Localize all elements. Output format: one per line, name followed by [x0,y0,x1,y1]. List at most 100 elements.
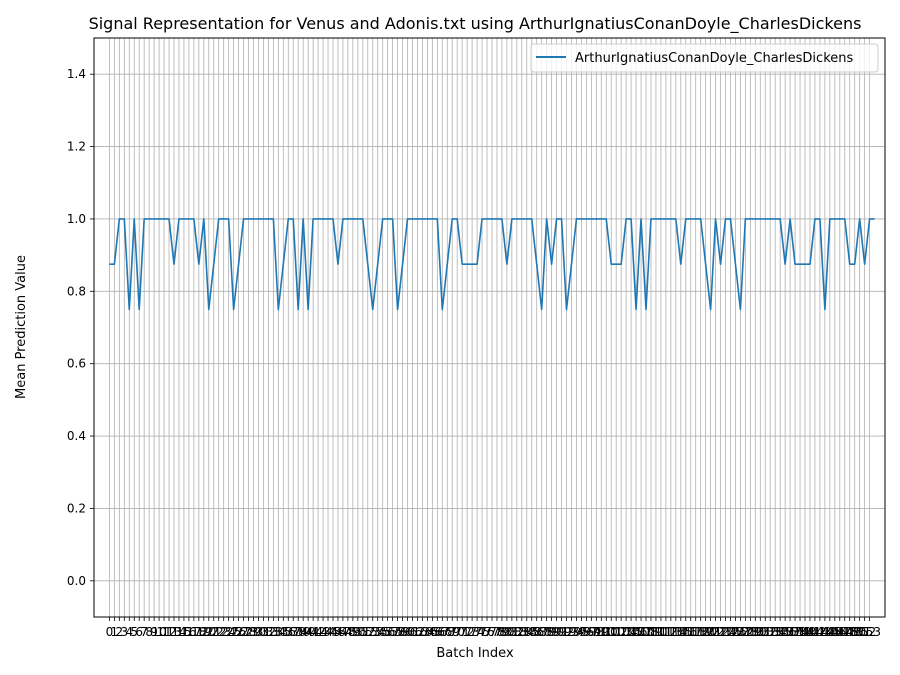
x-tick-label: 90 [549,625,564,639]
x-tick-label: 25 [226,625,241,639]
x-tick-label: 135 [769,625,792,639]
x-tick-label: 130 [744,625,767,639]
x-tick-label: 36 [281,625,296,639]
axes-frame [93,37,886,618]
x-tick-label: 31 [256,625,271,639]
x-tick-label: 70 [450,625,465,639]
x-tick-label: 85 [524,625,539,639]
x-tick-label: 12 [161,625,176,639]
x-tick-label: 116 [674,625,697,639]
x-tick-label: 0 [106,625,114,639]
x-tick-label: 61 [405,625,420,639]
x-tick-label: 124 [714,625,737,639]
x-tick-label: 121 [699,625,722,639]
x-tick-label: 89 [544,625,559,639]
x-tick-label: 17 [186,625,201,639]
x-tick-label: 6 [135,625,143,639]
y-tick-label: 0.2 [67,501,86,515]
x-tick-label: 98 [589,625,604,639]
x-tick-label: 147 [828,625,851,639]
legend-label: ArthurIgnatiusConanDoyle_CharlesDickens [575,51,853,66]
y-tick-label: 1.4 [67,67,86,81]
x-tick-label: 103 [610,625,633,639]
x-tick-label: 151 [848,625,871,639]
x-tick-label: 38 [291,625,306,639]
x-tick-label: 52 [360,625,375,639]
x-tick-label: 80 [499,625,514,639]
chart-title: Signal Representation for Venus and Adon… [89,14,862,34]
x-tick-label: 15 [176,625,191,639]
x-tick-label: 47 [335,625,350,639]
x-tick-label: 51 [355,625,370,639]
x-tick-label: 97 [584,625,599,639]
x-tick-label: 77 [484,625,499,639]
x-tick-label: 23 [216,625,231,639]
x-tick-label: 126 [724,625,747,639]
x-tick-label: 27 [236,625,251,639]
x-tick-label: 74 [469,625,484,639]
x-tick-label: 10 [151,625,166,639]
grid-lines [94,38,885,617]
x-tick-label: 140 [794,625,817,639]
y-axis-label: Mean Prediction Value [14,255,29,399]
y-tick-label: 0.6 [67,357,86,371]
x-tick-label: 107 [630,625,653,639]
axis-ticks: 0123456789101112131415161718192021222324… [67,67,881,639]
x-tick-label: 8 [145,625,153,639]
x-tick-label: 5 [130,625,138,639]
x-tick-label: 3 [120,625,128,639]
series-line [109,218,875,311]
x-tick-label: 96 [579,625,594,639]
x-tick-label: 99 [594,625,609,639]
x-tick-label: 22 [211,625,226,639]
x-tick-label: 65 [425,625,440,639]
x-tick-label: 123 [709,625,732,639]
x-tick-label: 88 [539,625,554,639]
x-tick-label: 11 [156,625,171,639]
x-tick-label: 100 [595,625,618,639]
x-tick-label: 143 [808,625,831,639]
x-tick-label: 136 [774,625,797,639]
y-tick-label: 0.4 [67,429,86,443]
x-tick-label: 2 [116,625,124,639]
x-tick-label: 14 [171,625,186,639]
x-tick-label: 26 [231,625,246,639]
x-tick-label: 118 [684,625,707,639]
y-tick-label: 0.0 [67,574,86,588]
x-tick-label: 1 [111,625,119,639]
y-tick-label: 1.0 [67,212,86,226]
x-tick-label: 83 [514,625,529,639]
x-tick-label: 106 [625,625,648,639]
x-tick-label: 142 [803,625,826,639]
x-tick-label: 119 [689,625,712,639]
x-tick-label: 67 [435,625,450,639]
x-tick-label: 131 [749,625,772,639]
x-tick-label: 13 [166,625,181,639]
x-tick-label: 105 [620,625,643,639]
x-tick-label: 42 [310,625,325,639]
x-tick-label: 145 [818,625,841,639]
x-tick-label: 62 [410,625,425,639]
x-tick-label: 4 [125,625,133,639]
x-tick-label: 50 [350,625,365,639]
x-tick-label: 95 [574,625,589,639]
x-tick-label: 110 [644,625,667,639]
x-tick-label: 40 [301,625,316,639]
x-tick-label: 146 [823,625,846,639]
x-tick-label: 63 [415,625,430,639]
x-tick-label: 49 [345,625,360,639]
x-tick-label: 39 [296,625,311,639]
y-tick-label: 1.2 [67,140,86,154]
x-tick-label: 101 [600,625,623,639]
x-tick-label: 68 [440,625,455,639]
x-tick-label: 18 [191,625,206,639]
x-tick-label: 54 [370,625,385,639]
legend-box [530,43,879,73]
x-tick-label: 150 [843,625,866,639]
x-tick-label: 57 [385,625,400,639]
x-tick-label: 148 [833,625,856,639]
x-tick-label: 16 [181,625,196,639]
x-tick-label: 7 [140,625,148,639]
x-tick-label: 120 [694,625,717,639]
